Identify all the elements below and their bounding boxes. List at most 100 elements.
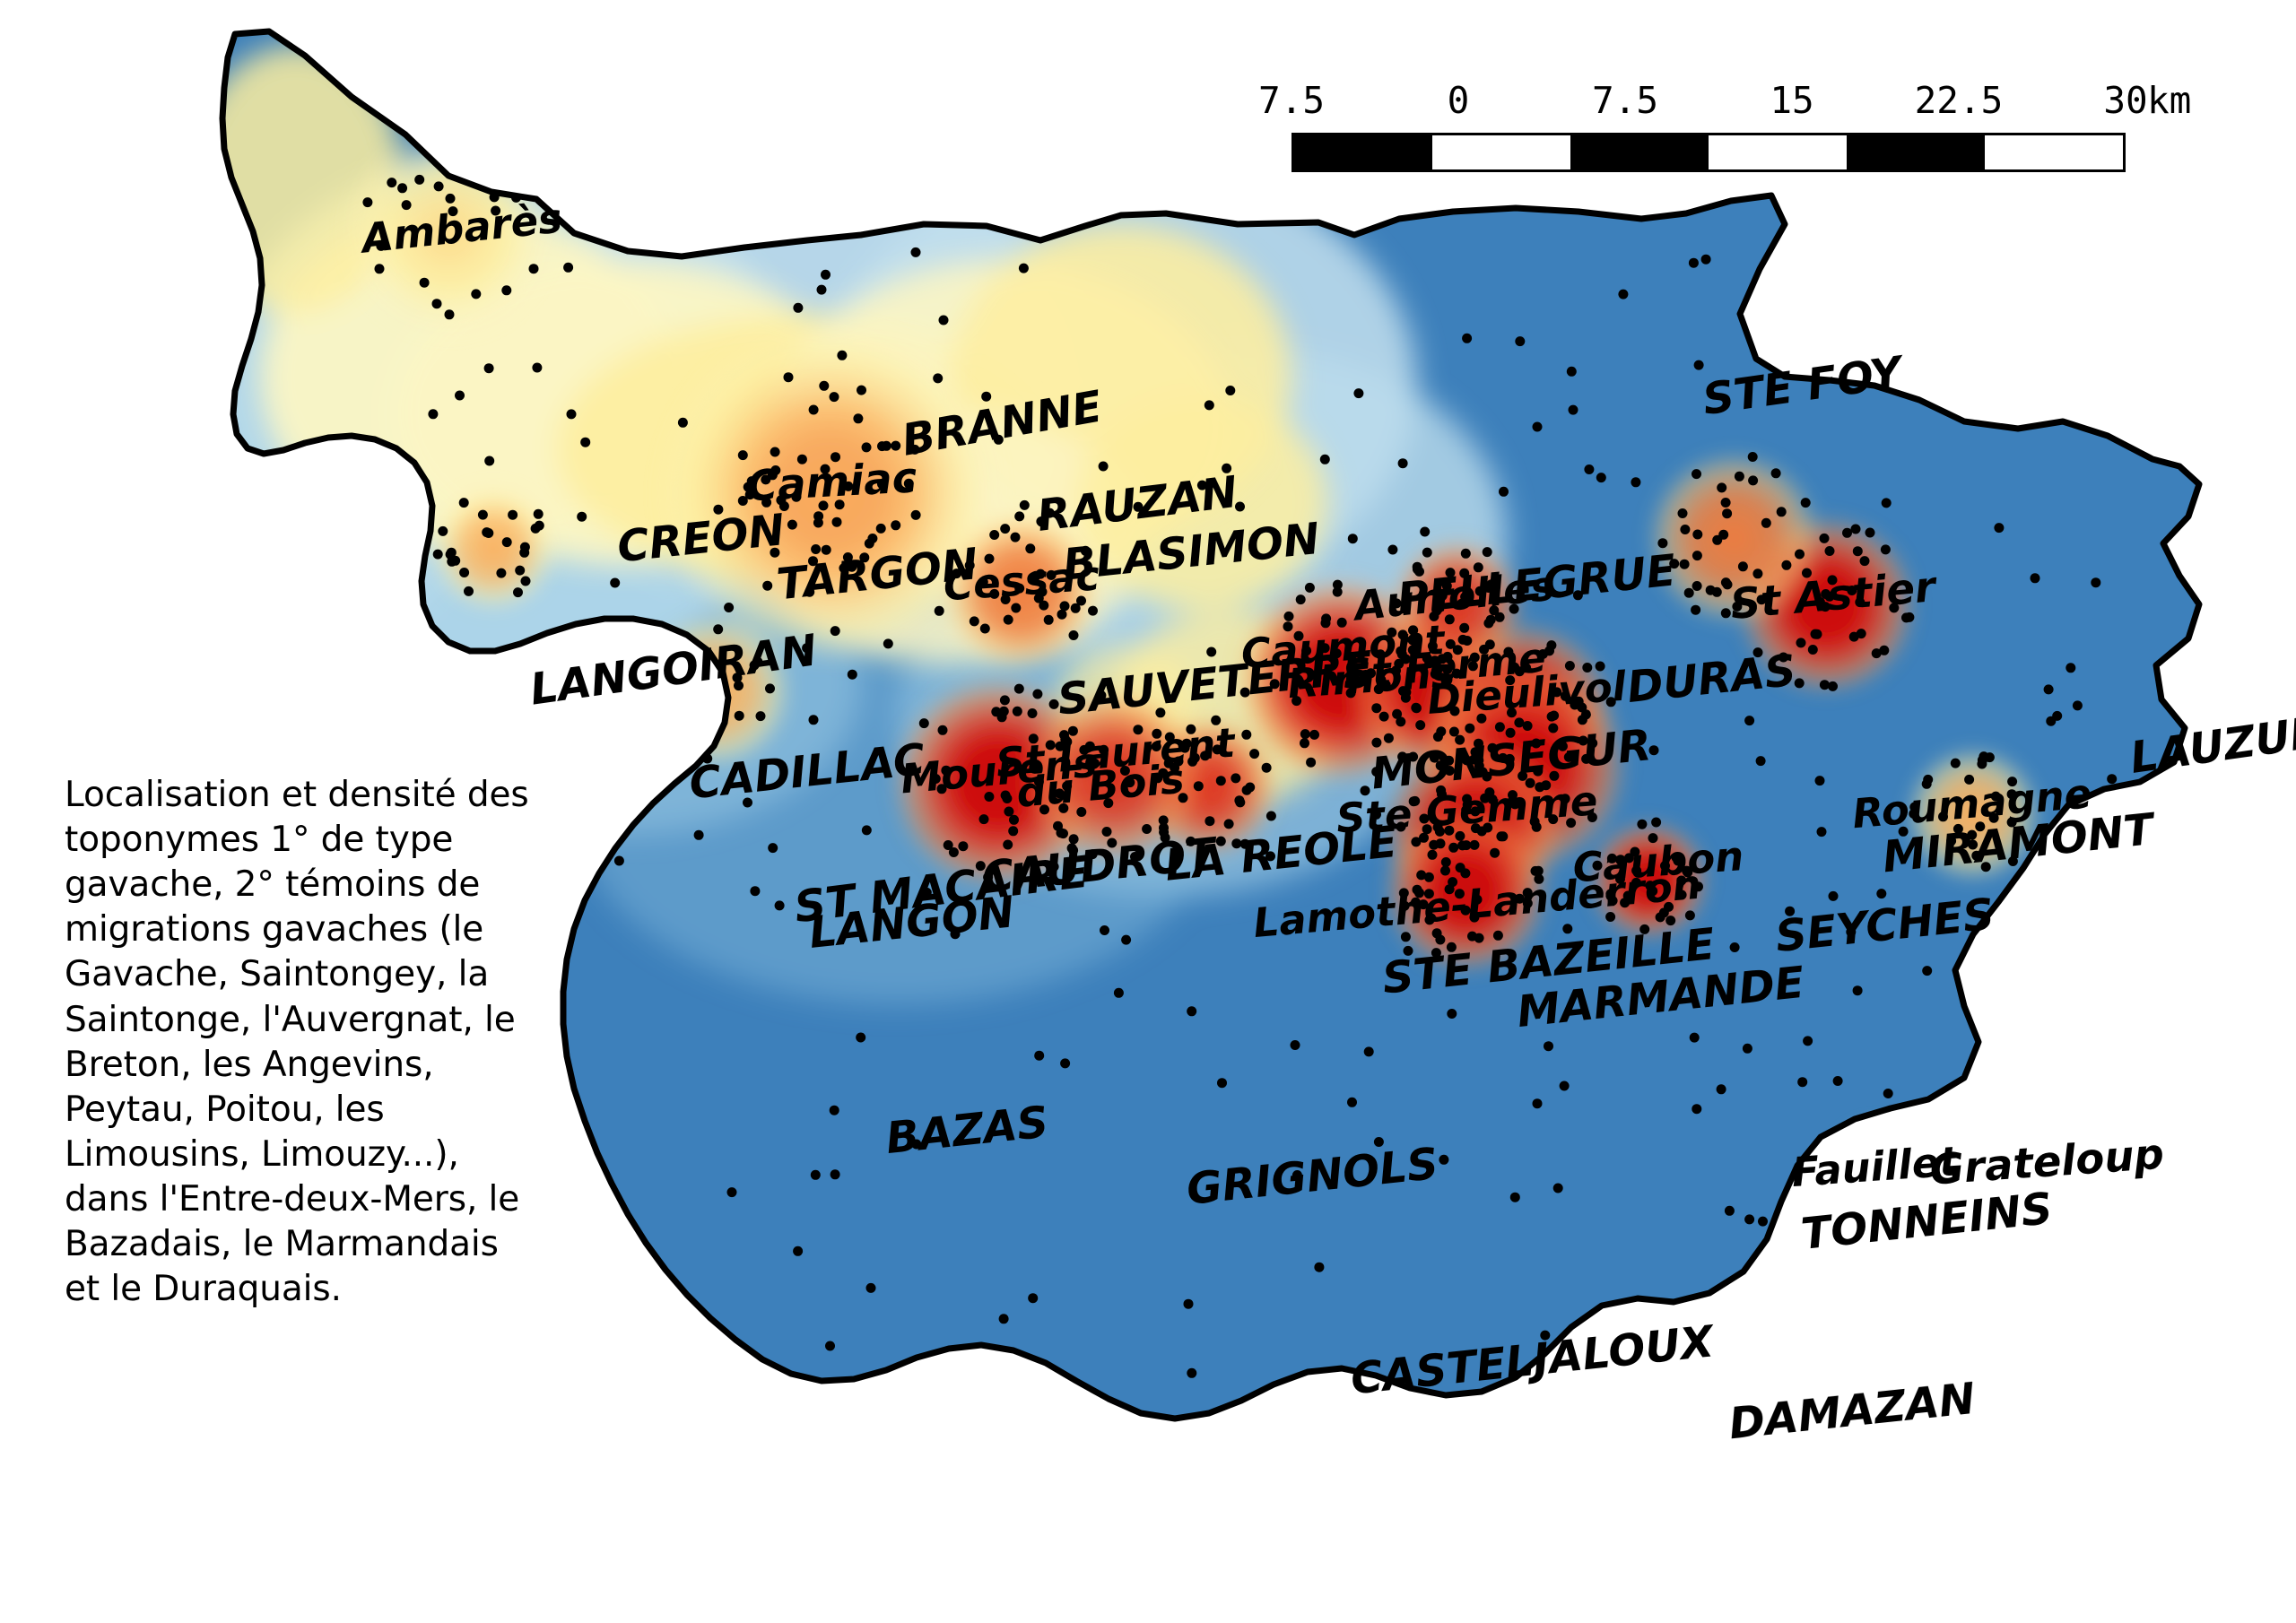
toponym-point xyxy=(1582,663,1593,673)
toponym-point xyxy=(1206,647,1217,657)
toponym-point xyxy=(1563,751,1574,762)
toponym-point xyxy=(993,434,1004,445)
toponym-point xyxy=(2119,230,2130,241)
toponym-point xyxy=(1559,1081,1570,1091)
toponym-point xyxy=(1615,855,1626,865)
toponym-point xyxy=(853,413,864,424)
toponym-point xyxy=(713,624,724,635)
toponym-point xyxy=(808,715,819,725)
toponym-point xyxy=(842,552,853,562)
toponym-point xyxy=(1592,860,1603,871)
toponym-point xyxy=(428,409,439,420)
toponym-point xyxy=(1283,611,1294,621)
toponym-point xyxy=(1239,838,1250,849)
toponym-point xyxy=(941,765,952,776)
toponym-point xyxy=(1452,645,1463,655)
toponym-point xyxy=(1028,1293,1039,1304)
toponym-point xyxy=(1449,706,1460,716)
toponym-point xyxy=(2143,1536,2152,1546)
toponym-point xyxy=(1904,1365,1914,1376)
toponym-point xyxy=(1572,590,1583,601)
toponym-point xyxy=(1336,617,1347,628)
toponym-point xyxy=(865,1282,876,1293)
toponym-point xyxy=(1125,777,1135,788)
toponym-point xyxy=(2102,1293,2113,1304)
toponym-point xyxy=(1444,825,1455,836)
toponym-point xyxy=(1683,587,1694,598)
toponym-point xyxy=(1461,755,1472,766)
toponym-point xyxy=(1752,568,1763,579)
toponym-point xyxy=(1879,645,1890,655)
toponym-point xyxy=(978,577,988,587)
toponym-point xyxy=(1398,888,1409,898)
toponym-point xyxy=(401,200,412,211)
toponym-point xyxy=(1411,703,1422,714)
toponym-point xyxy=(1660,861,1670,871)
toponym-point xyxy=(566,409,577,420)
toponym-point xyxy=(793,1245,804,1256)
toponym-point xyxy=(1755,756,1766,767)
toponym-point xyxy=(1068,630,1079,640)
toponym-point xyxy=(2135,1189,2146,1200)
toponym-point xyxy=(1711,586,1722,597)
toponym-point xyxy=(1179,742,1190,753)
toponym-point xyxy=(1828,890,1839,901)
toponym-point xyxy=(746,476,757,487)
toponym-point xyxy=(998,1314,1009,1324)
toponym-point xyxy=(934,605,944,616)
toponym-point xyxy=(1103,798,1114,809)
toponym-point xyxy=(877,441,887,452)
toponym-point xyxy=(1403,945,1413,956)
heat-hotspot xyxy=(1588,820,1709,941)
toponym-point xyxy=(1889,603,1900,613)
toponym-point xyxy=(1387,627,1397,638)
toponym-point xyxy=(952,568,961,579)
toponym-point xyxy=(1371,767,1382,777)
heat-hotspot xyxy=(1384,808,1549,973)
toponym-point xyxy=(991,707,1002,717)
toponym-point xyxy=(1265,851,1275,862)
toponym-point xyxy=(1018,263,1029,273)
toponym-point xyxy=(1967,829,1978,840)
toponym-point xyxy=(1532,421,1543,432)
toponym-point xyxy=(1691,604,1701,615)
toponym-point xyxy=(1347,534,1358,544)
toponym-point xyxy=(1231,773,1241,784)
toponym-point xyxy=(1676,875,1687,886)
toponym-point xyxy=(975,861,986,872)
toponym-point xyxy=(1056,828,1066,838)
toponym-point xyxy=(1689,1032,1700,1043)
toponym-point xyxy=(374,264,385,274)
toponym-point xyxy=(1522,898,1533,908)
toponym-point xyxy=(1651,817,1662,828)
toponym-point xyxy=(778,501,789,511)
toponym-point xyxy=(1737,561,1748,572)
toponym-point xyxy=(811,544,822,554)
toponym-point xyxy=(787,519,797,530)
toponym-point xyxy=(737,450,748,461)
toponym-point xyxy=(499,760,509,771)
toponym-point xyxy=(1970,1128,1981,1139)
toponym-point xyxy=(1457,840,1468,851)
toponym-point xyxy=(1509,603,1519,614)
toponym-point xyxy=(910,509,921,520)
toponym-point xyxy=(1684,910,1695,921)
toponym-point xyxy=(1828,681,1838,691)
toponym-point xyxy=(2006,817,2017,828)
toponym-point xyxy=(1476,826,1487,837)
toponym-point xyxy=(1059,730,1069,741)
toponym-point xyxy=(964,560,975,570)
toponym-point xyxy=(804,586,815,597)
toponym-point xyxy=(1387,544,1398,555)
toponym-point xyxy=(1717,482,1727,493)
toponym-point xyxy=(821,269,831,280)
toponym-point xyxy=(1795,549,1805,560)
toponym-point xyxy=(610,577,621,588)
toponym-point xyxy=(1498,752,1509,763)
toponym-point xyxy=(1781,560,1792,570)
toponym-point xyxy=(1980,390,1991,401)
toponym-point xyxy=(1605,912,1616,922)
toponym-point xyxy=(1631,865,1642,876)
toponym-point xyxy=(1400,654,1411,664)
